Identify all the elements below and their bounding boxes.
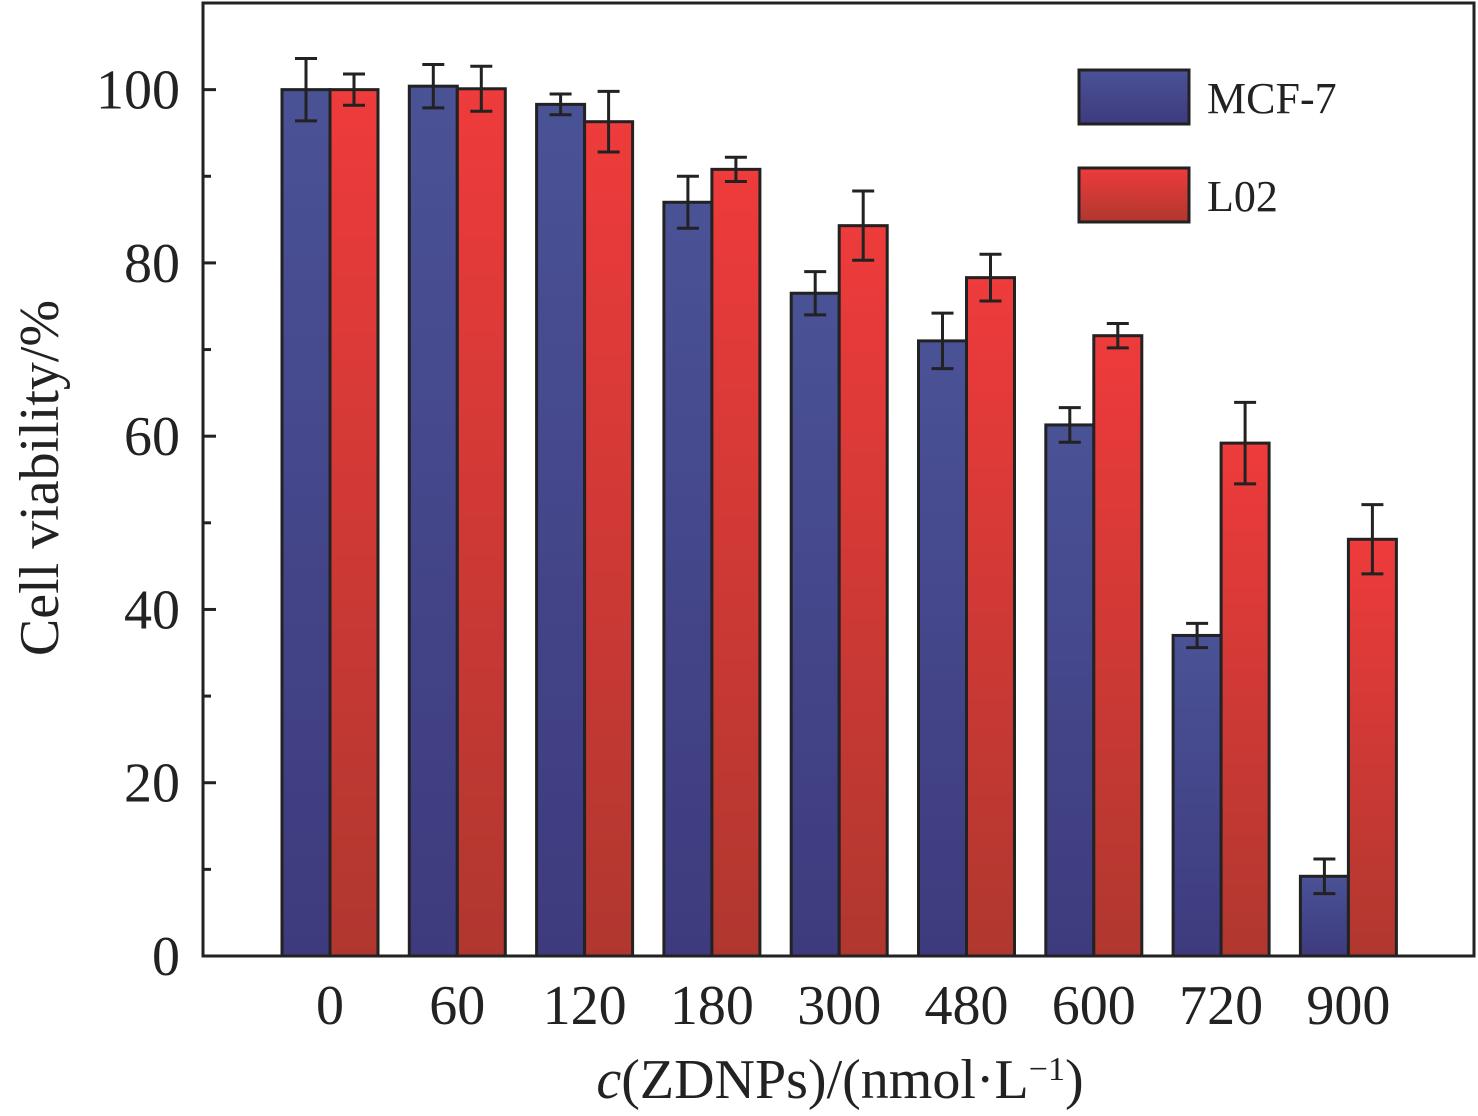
bar-l02-300 [837,224,889,958]
y-tick-label-0: 0 [152,926,180,988]
bar-mcf7-60 [407,84,459,958]
error-bar-mcf7-900 [1313,857,1336,896]
bar-l02-180 [710,167,762,958]
error-bar-mcf7-120 [549,92,572,117]
error-bar-l02-180 [724,155,747,183]
error-bar-mcf7-180 [676,174,699,230]
x-tick-label-720: 720 [1179,975,1263,1037]
x-tick-label-0: 0 [316,975,344,1037]
bar-mcf7-0 [280,88,332,958]
x-tick-label-180: 180 [670,975,754,1037]
x-tick-label-120: 120 [543,975,627,1037]
error-bar-l02-0 [343,72,365,107]
x-tick-label-300: 300 [797,975,881,1037]
error-bar-l02-600 [1106,322,1129,350]
bar-l02-60 [455,87,507,958]
y-axis: 0 20 40 60 80 100 [96,60,216,988]
x-axis-title-tail: ) [1065,1049,1084,1111]
error-bar-l02-720 [1234,400,1257,486]
y-tick-label-20: 20 [124,753,180,815]
y-tick-label-40: 40 [124,579,180,641]
bar-mcf7-180 [662,200,714,958]
bars-layer [280,56,1398,958]
y-axis-title: Cell viability/% [9,300,71,656]
error-bar-mcf7-60 [422,63,445,110]
x-axis-title-sup: −1 [1029,1051,1065,1088]
bar-mcf7-720 [1171,633,1223,958]
error-bar-mcf7-300 [804,270,827,317]
bar-l02-480 [965,276,1016,958]
error-bar-mcf7-720 [1186,621,1209,650]
x-axis-title-italic: c [596,1049,621,1111]
x-axis-title-main: (ZDNPs)/(nmol·L [621,1049,1029,1111]
error-bar-l02-900 [1361,503,1384,576]
x-tick-label-480: 480 [925,975,1009,1037]
bar-l02-120 [583,120,635,958]
error-bar-mcf7-0 [295,56,317,123]
y-tick-label-60: 60 [124,406,180,468]
legend-swatch-mcf7 [1077,68,1191,126]
y-tick-label-80: 80 [124,233,180,295]
x-axis: 0 60 120 180 300 480 600 720 900 [316,975,1390,1037]
bar-mcf7-120 [535,102,587,958]
bar-mcf7-300 [789,291,841,958]
bar-l02-600 [1092,334,1144,958]
error-bar-l02-120 [597,89,620,154]
x-tick-label-60: 60 [429,975,485,1037]
bar-mcf7-600 [1044,423,1096,958]
bar-l02-0 [328,88,380,958]
x-tick-label-600: 600 [1052,975,1136,1037]
legend: MCF-7 L02 [1077,68,1337,224]
bar-mcf7-480 [917,339,968,958]
error-bar-l02-60 [470,64,493,113]
legend-label-l02: L02 [1207,172,1278,221]
error-bar-mcf7-600 [1058,406,1081,444]
x-tick-label-900: 900 [1306,975,1390,1037]
error-bar-l02-300 [852,189,875,262]
y-tick-label-100: 100 [96,60,180,122]
legend-label-mcf7: MCF-7 [1207,74,1337,123]
bar-l02-720 [1219,441,1271,958]
legend-swatch-l02 [1077,166,1191,224]
error-bar-l02-480 [979,252,1002,303]
error-bar-mcf7-480 [931,311,954,371]
x-axis-title: c(ZDNPs)/(nmol·L−1) [596,1049,1083,1111]
bar-l02-900 [1346,537,1398,958]
